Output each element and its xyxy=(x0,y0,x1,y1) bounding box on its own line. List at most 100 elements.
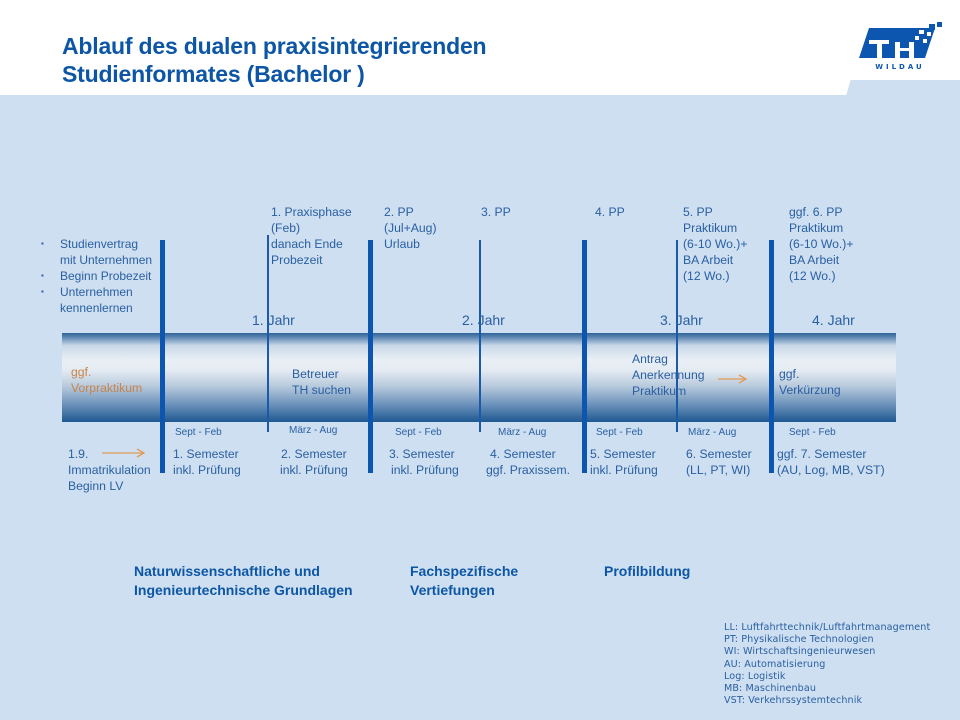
semester-2-label: 2. Semester inkl. Prüfung xyxy=(280,446,348,478)
praxisphase-2-label: 2. PP (Jul+Aug) Urlaub xyxy=(384,204,437,252)
year-divider-2 xyxy=(368,240,373,473)
praxisphase-3-label: 3. PP xyxy=(481,204,511,220)
legend-item: VST: Verkehrssystemtechnik xyxy=(724,695,863,707)
bullet-item: Unternehmen xyxy=(40,284,152,300)
verkuerzung-label: ggf. Verkürzung xyxy=(779,366,841,398)
label-line: ggf. 7. Semester xyxy=(777,447,867,461)
year-divider-4 xyxy=(769,240,774,473)
label-line: 5. PP xyxy=(683,205,713,219)
semester-divider-3 xyxy=(676,240,678,432)
legend-item: Log: Logistik xyxy=(724,670,786,682)
label-line: (Jul+Aug) xyxy=(384,221,437,235)
label-line: ggf. xyxy=(71,365,92,379)
label-line: Ingenieurtechnische Grundlagen xyxy=(134,582,353,598)
label-line: Antrag xyxy=(632,352,668,366)
period-label: Sept - Feb xyxy=(175,427,222,438)
semester-6-label: 6. Semester (LL, PT, WI) xyxy=(686,446,752,478)
immatrikulation-label: 1.9. Immatrikulation Beginn LV xyxy=(68,446,151,494)
year-label-3: 3. Jahr xyxy=(660,312,703,328)
label-line: 3. Semester xyxy=(389,447,455,461)
label-line: 1. Semester xyxy=(173,447,239,461)
label-line: Profilbildung xyxy=(604,563,691,579)
label-line: 6. Semester xyxy=(686,447,752,461)
antrag-anerkennung-label: Antrag Anerkennung Praktikum xyxy=(632,351,705,399)
legend-item: LL: Luftfahrttechnik/Luftfahrtmanagement xyxy=(724,622,931,633)
title-line-1: Ablauf des dualen praxisintegrierenden xyxy=(62,33,487,59)
label-line: (6-10 Wo.)+ xyxy=(789,237,854,251)
label-line: (6-10 Wo.)+ xyxy=(683,237,748,251)
period-label: Sept - Feb xyxy=(596,427,643,438)
bullet-item: Beginn Probezeit xyxy=(40,268,152,284)
svg-text:WILDAU: WILDAU xyxy=(875,63,924,71)
label-line: 2. Semester xyxy=(281,447,347,461)
semester-4-label: 4. Semester ggf. Praxissem. xyxy=(486,446,570,478)
label-line: 3. PP xyxy=(481,205,511,219)
label-line: Beginn LV xyxy=(68,479,124,493)
year-label-1: 1. Jahr xyxy=(252,312,295,328)
label-line: 1.9. xyxy=(68,447,89,461)
semester-7-label: ggf. 7. Semester (AU, Log, MB, VST) xyxy=(777,446,885,478)
arrow-right-icon xyxy=(718,372,748,384)
label-line: (12 Wo.) xyxy=(789,269,836,283)
label-line: Vorpraktikum xyxy=(71,381,143,395)
phase-profilbildung: Profilbildung xyxy=(604,562,690,581)
praxisphase-6-label: ggf. 6. PP Praktikum (6-10 Wo.)+ BA Arbe… xyxy=(789,204,853,284)
bullet-item-continuation: kennenlernen xyxy=(60,301,133,315)
label-line: (AU, Log, MB, VST) xyxy=(777,463,885,477)
legend-item: WI: Wirtschaftsingenieurwesen xyxy=(724,646,876,658)
label-line: (12 Wo.) xyxy=(683,269,730,283)
label-line: inkl. Prüfung xyxy=(391,463,459,477)
th-wildau-logo-icon: WILDAU xyxy=(855,18,945,74)
period-label: März - Aug xyxy=(289,425,338,436)
bullet-item-continuation: mit Unternehmen xyxy=(60,253,153,267)
period-label: März - Aug xyxy=(688,427,737,438)
label-line: 4. PP xyxy=(595,205,625,219)
label-line: inkl. Prüfung xyxy=(173,463,241,477)
semester-3-label: 3. Semester inkl. Prüfung xyxy=(389,446,459,478)
label-line: BA Arbeit xyxy=(789,253,840,267)
title-line-2: Studienformates (Bachelor ) xyxy=(62,61,365,87)
label-line: inkl. Prüfung xyxy=(280,463,348,477)
legend-item: AU: Automatisierung xyxy=(724,658,826,670)
semester-1-label: 1. Semester inkl. Prüfung xyxy=(173,446,241,478)
year-divider-1 xyxy=(160,240,165,473)
arrow-right-icon xyxy=(102,446,146,458)
label-line: inkl. Prüfung xyxy=(590,463,658,477)
year-label-4: 4. Jahr xyxy=(812,312,855,328)
label-line: ggf. 6. PP xyxy=(789,205,843,219)
intro-bullet-list: Studienvertrag mit Unternehmen Beginn Pr… xyxy=(40,236,152,316)
label-line: 2. PP xyxy=(384,205,414,219)
label-line: TH suchen xyxy=(292,383,351,397)
vorpraktikum-label: ggf. Vorpraktikum xyxy=(71,364,142,396)
label-line: Vertiefungen xyxy=(410,582,495,598)
legend-item: PT: Physikalische Technologien xyxy=(724,634,874,646)
label-line: ggf. xyxy=(779,367,800,381)
year-label-2: 2. Jahr xyxy=(462,312,505,328)
logo-underline-tab xyxy=(846,80,960,96)
label-line: Praktikum xyxy=(632,384,687,398)
label-line: 5. Semester xyxy=(590,447,656,461)
label-line: Anerkennung xyxy=(632,368,705,382)
label-line: BA Arbeit xyxy=(683,253,734,267)
page-title: Ablauf des dualen praxisintegrierenden S… xyxy=(62,32,487,88)
label-line: (LL, PT, WI) xyxy=(686,463,751,477)
phase-vertiefungen: Fachspezifische Vertiefungen xyxy=(410,562,518,600)
label-line: Fachspezifische xyxy=(410,563,519,579)
praxisphase-4-label: 4. PP xyxy=(595,204,625,220)
label-line: danach Ende xyxy=(271,237,343,251)
label-line: Praktikum xyxy=(789,221,844,235)
semester-divider-2 xyxy=(479,240,481,432)
label-line: ggf. Praxissem. xyxy=(486,463,570,477)
label-line: 1. Praxisphase xyxy=(271,205,352,219)
semester-5-label: 5. Semester inkl. Prüfung xyxy=(590,446,658,478)
legend-item: MB: Maschinenbau xyxy=(724,683,817,695)
period-label: Sept - Feb xyxy=(789,427,836,438)
year-divider-3 xyxy=(582,240,587,473)
label-line: Probezeit xyxy=(271,253,323,267)
label-line: Naturwissenschaftliche und xyxy=(134,563,320,579)
label-line: (Feb) xyxy=(271,221,301,235)
praxisphase-5-label: 5. PP Praktikum (6-10 Wo.)+ BA Arbeit (1… xyxy=(683,204,747,284)
period-label: März - Aug xyxy=(498,427,547,438)
phase-grundlagen: Naturwissenschaftliche und Ingenieurtech… xyxy=(134,562,353,600)
betreuer-label: Betreuer TH suchen xyxy=(292,366,351,398)
